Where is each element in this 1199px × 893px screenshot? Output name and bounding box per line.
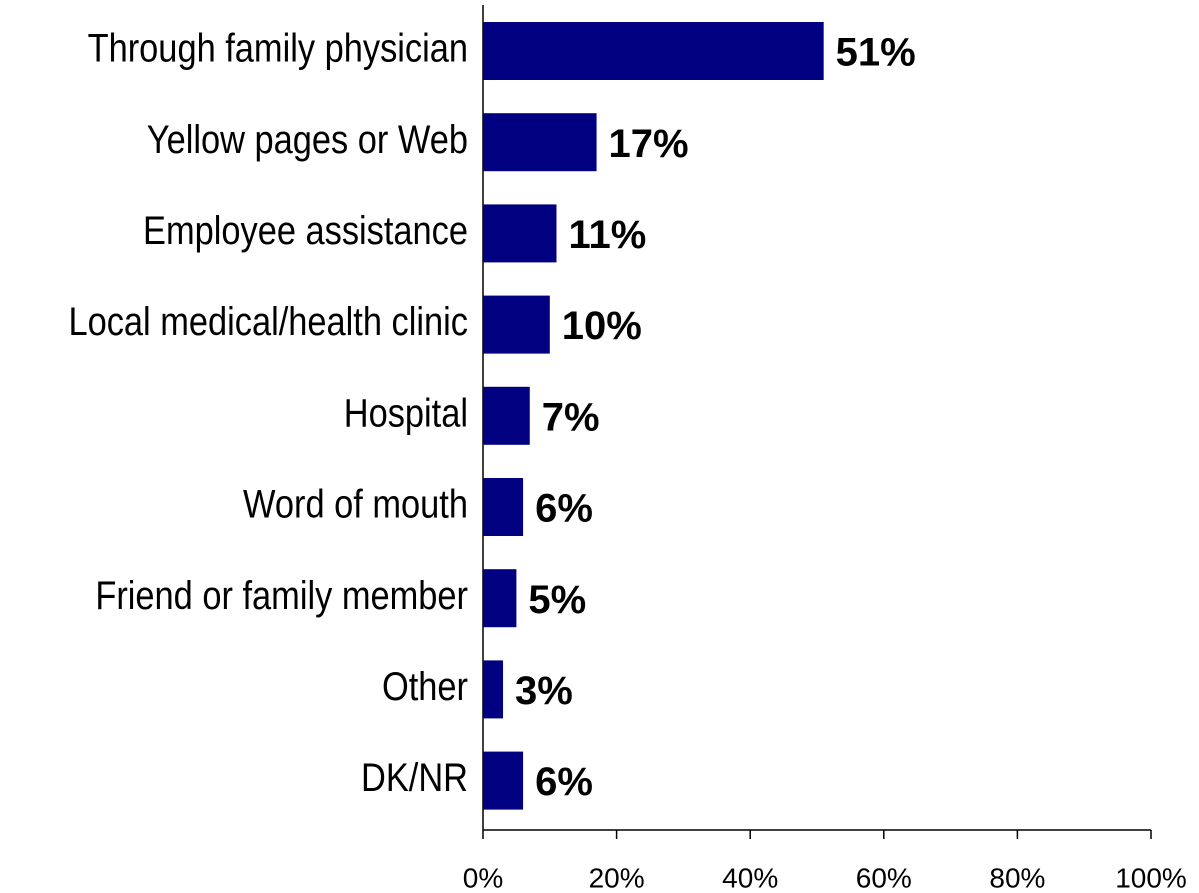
value-label: 11%	[568, 213, 646, 257]
bar	[483, 22, 824, 80]
category-label: Through family physician	[88, 25, 468, 70]
bar	[483, 295, 550, 354]
x-tick-label: 20%	[589, 862, 645, 893]
value-label: 6%	[535, 487, 593, 531]
value-label: 10%	[562, 304, 642, 348]
x-tick-label: 60%	[856, 862, 912, 893]
x-tick-label: 0%	[463, 862, 503, 893]
bar	[483, 660, 504, 719]
bar	[483, 386, 530, 445]
bar	[483, 751, 524, 810]
x-tick-label: 40%	[722, 862, 778, 893]
value-label: 3%	[515, 669, 573, 713]
category-label: Employee assistance	[143, 208, 468, 253]
category-label: Yellow pages or Web	[147, 116, 468, 161]
category-label: DK/NR	[361, 755, 468, 800]
category-label: Hospital	[344, 390, 468, 435]
category-label: Other	[382, 664, 468, 709]
x-tick-label: 80%	[989, 862, 1045, 893]
value-label: 6%	[535, 760, 593, 804]
category-label: Friend or family member	[95, 572, 468, 617]
bar	[483, 478, 524, 536]
category-label: Word of mouth	[243, 481, 468, 526]
value-label: 5%	[528, 578, 586, 622]
bar	[483, 113, 597, 172]
value-label: 17%	[609, 122, 689, 166]
x-tick-label: 100%	[1115, 862, 1187, 893]
category-label: Local medical/health clinic	[68, 299, 468, 344]
value-label: 51%	[836, 31, 916, 75]
bar	[483, 204, 557, 263]
value-label: 7%	[542, 395, 600, 439]
bar	[483, 569, 517, 628]
